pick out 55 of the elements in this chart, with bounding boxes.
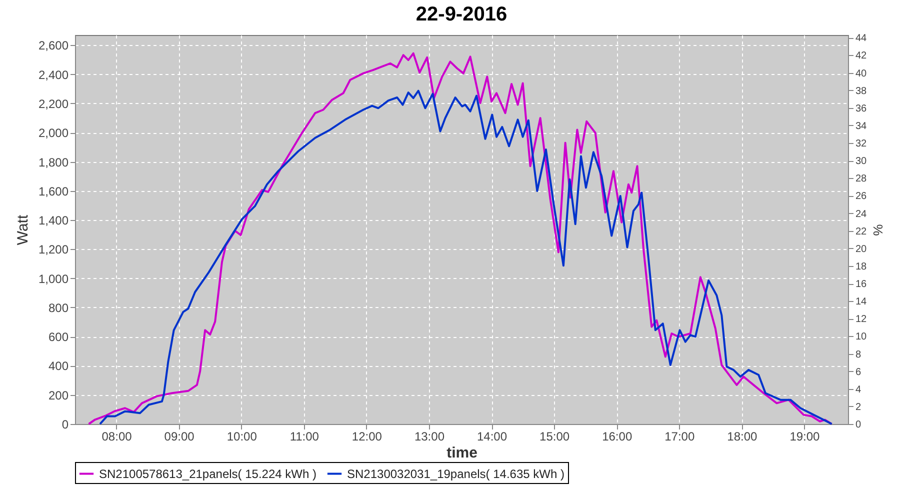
y2-tick-label: 12 <box>856 314 868 326</box>
y-tick-label: 1,400 <box>38 214 69 228</box>
y-tick-label: 1,600 <box>38 184 69 198</box>
y2-tick-label: 26 <box>856 191 868 202</box>
y-tick-label: 1,200 <box>38 242 69 257</box>
legend-label: SN2130032031_19panels( 14.635 kWh ) <box>347 466 564 481</box>
x-tick-label: 13:00 <box>414 430 445 444</box>
x-tick-label: 17:00 <box>664 430 695 444</box>
y2-tick-label: 6 <box>856 366 862 378</box>
y2-tick-label: 30 <box>856 156 868 168</box>
y2-tick-label: 14 <box>856 296 868 308</box>
y-tick-label: 2,600 <box>38 38 69 53</box>
y-tick-label: 2,200 <box>38 96 69 111</box>
y2-tick-label: 34 <box>856 120 868 132</box>
x-tick-label: 12:00 <box>352 430 382 444</box>
y2-tick-label: 4 <box>856 384 862 396</box>
y-tick-label: 200 <box>48 388 69 402</box>
y-tick-label: 600 <box>48 330 69 344</box>
x-axis-title: time <box>446 444 478 462</box>
y2-tick-label: 44 <box>856 33 868 44</box>
y2-tick-label: 22 <box>856 226 868 238</box>
y2-tick-label: 10 <box>856 332 868 343</box>
y2-tick-label: 8 <box>856 349 862 360</box>
y-tick-label: 400 <box>48 359 69 374</box>
y2-tick-label: 40 <box>856 68 868 80</box>
y2-tick-label: 18 <box>856 261 868 272</box>
y2-tick-label: 0 <box>856 420 862 430</box>
x-tick-label: 08:00 <box>102 430 132 444</box>
y-tick-label: 2,400 <box>38 68 69 82</box>
legend-label: SN2100578613_21panels( 15.224 kWh ) <box>99 466 316 481</box>
y2-tick-label: 36 <box>856 103 868 114</box>
x-tick-label: 15:00 <box>540 430 570 444</box>
y2-tick-label: 42 <box>856 50 868 62</box>
y2-tick-label: 32 <box>856 138 868 150</box>
y-tick-label: 1,800 <box>38 155 69 170</box>
chart-title: 22-9-2016 <box>416 3 508 26</box>
y2-axis-title: % <box>870 224 886 236</box>
x-tick-label: 11:00 <box>290 430 320 444</box>
y2-tick-label: 20 <box>856 244 868 255</box>
y-tick-label: 0 <box>62 418 69 432</box>
x-tick-label: 16:00 <box>602 430 632 444</box>
x-tick-label: 14:00 <box>477 430 508 444</box>
x-tick-label: 09:00 <box>164 430 195 444</box>
x-tick-label: 19:00 <box>790 430 820 444</box>
y2-tick-label: 24 <box>856 208 868 220</box>
y2-tick-label: 38 <box>856 86 868 97</box>
y2-tick-label: 16 <box>856 279 868 290</box>
y2-tick-label: 28 <box>856 174 868 185</box>
y-tick-label: 800 <box>48 300 69 315</box>
x-tick-label: 18:00 <box>727 430 758 444</box>
y-axis-title: Watt <box>14 214 32 246</box>
y-tick-label: 1,000 <box>38 272 69 286</box>
y-tick-label: 2,000 <box>38 126 69 140</box>
x-tick-label: 10:00 <box>226 430 258 444</box>
y2-tick-label: 2 <box>856 402 862 413</box>
